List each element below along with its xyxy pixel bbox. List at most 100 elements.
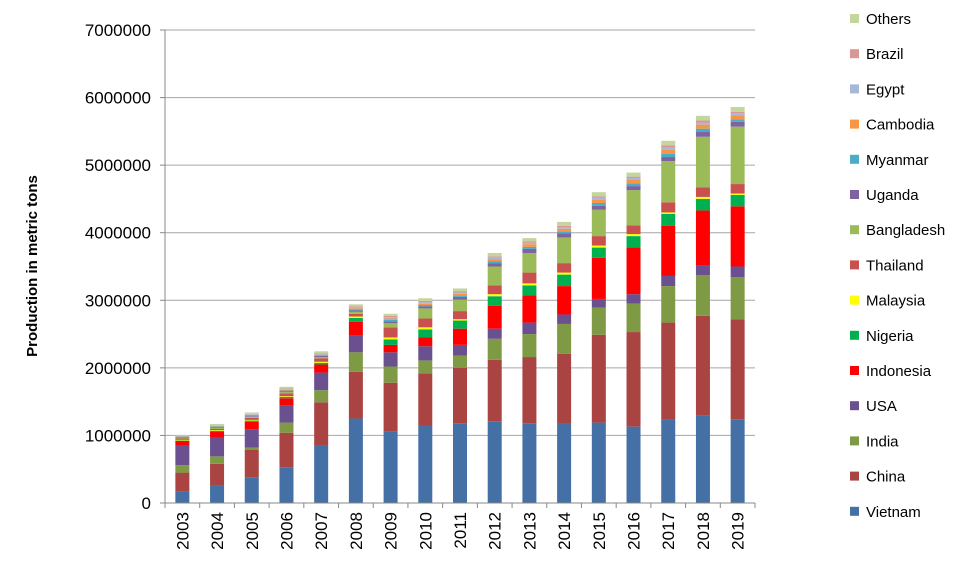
bar-segment-uganda-2003 xyxy=(175,436,190,438)
bar-segment-thailand-2004 xyxy=(210,428,225,431)
bar-segment-thailand-2011 xyxy=(453,311,467,320)
legend-label: Malaysia xyxy=(866,293,926,310)
bar-segment-others-2017 xyxy=(661,140,676,146)
bar-segment-usa-2005 xyxy=(244,429,259,448)
bar-segment-uganda-2012 xyxy=(487,263,502,267)
legend-swatch xyxy=(850,330,859,340)
bar-segment-cambodia-2017 xyxy=(661,149,676,154)
bar-segment-vietnam-2008 xyxy=(348,418,363,503)
bar-segment-nigeria-2009 xyxy=(383,339,398,345)
x-tick-labels: 2003 2004 2005 2006 2007 2008 2009 2010 2011 2012… xyxy=(173,512,747,550)
axes xyxy=(160,29,756,508)
bar-segment-nigeria-2006 xyxy=(279,396,294,399)
x-tick-label: 2018 xyxy=(694,512,713,550)
bar-segment-india-2016 xyxy=(626,303,641,333)
bar-segment-india-2017 xyxy=(661,286,676,323)
bar-segment-usa-2019 xyxy=(730,266,745,278)
y-tick-label: 0 xyxy=(142,494,151,513)
bar-segment-usa-2010 xyxy=(418,346,433,361)
bar-segment-nigeria-2011 xyxy=(453,320,467,329)
bar-segment-nigeria-2014 xyxy=(557,274,572,287)
bar-segment-egypt-2008 xyxy=(348,307,363,309)
bar-segment-thailand-2018 xyxy=(695,187,710,197)
bar-segment-malaysia-2017 xyxy=(661,212,676,214)
legend-item-myanmar: Myanmar xyxy=(850,152,929,169)
x-tick-label: 2009 xyxy=(382,512,401,550)
x-tick-label: 2008 xyxy=(347,512,366,550)
bar-segment-others-2009 xyxy=(383,313,398,316)
bar-segment-uganda-2016 xyxy=(626,186,641,191)
legend-swatch xyxy=(850,154,859,164)
bar-segment-nigeria-2013 xyxy=(522,285,537,296)
bar-segment-thailand-2015 xyxy=(591,236,606,246)
y-tick-label: 5000000 xyxy=(85,156,151,175)
legend-label: Others xyxy=(866,11,911,28)
legend-item-uganda: Uganda xyxy=(850,187,919,204)
bar-segment-vietnam-2013 xyxy=(522,423,537,503)
bar-segment-vietnam-2015 xyxy=(591,422,606,503)
bar-segment-china-2010 xyxy=(418,373,433,426)
bar-segment-vietnam-2019 xyxy=(730,419,745,503)
bar-segment-others-2010 xyxy=(418,298,433,301)
bar-segment-china-2017 xyxy=(661,322,676,420)
bar-segment-malaysia-2009 xyxy=(383,337,398,340)
legend-item-malaysia: Malaysia xyxy=(850,293,926,310)
bar-segment-vietnam-2016 xyxy=(626,426,641,503)
bar-segment-malaysia-2010 xyxy=(418,327,433,330)
legend-swatch xyxy=(850,471,859,481)
legend-item-others: Others xyxy=(850,11,911,28)
bar-segment-indonesia-2005 xyxy=(244,421,259,430)
bar-segment-usa-2015 xyxy=(591,298,606,308)
bar-segment-others-2007 xyxy=(314,351,329,354)
bar-segment-myanmar-2010 xyxy=(418,305,433,307)
bar-segment-china-2015 xyxy=(591,334,606,423)
bar-segment-bangladesh-2017 xyxy=(661,161,676,203)
bar-segment-vietnam-2007 xyxy=(314,445,329,503)
bar-segment-malaysia-2015 xyxy=(591,245,606,248)
bar-segment-myanmar-2005 xyxy=(244,415,259,417)
bar-segment-bangladesh-2004 xyxy=(210,427,225,429)
bar-segment-usa-2016 xyxy=(626,294,641,304)
bar-segment-vietnam-2010 xyxy=(418,425,433,503)
bar-segment-usa-2003 xyxy=(175,445,190,466)
bar-segment-vietnam-2003 xyxy=(175,491,190,503)
bar-segment-others-2014 xyxy=(557,221,572,226)
y-tick-label: 7000000 xyxy=(85,21,151,40)
bar-segment-china-2005 xyxy=(244,449,259,478)
bar-segment-india-2010 xyxy=(418,360,433,374)
bar-segment-bangladesh-2008 xyxy=(348,311,363,314)
bar-segment-brazil-2010 xyxy=(418,300,433,303)
bar-segment-bangladesh-2019 xyxy=(730,126,745,185)
bar-segment-india-2008 xyxy=(348,352,363,372)
bar-segment-others-2003 xyxy=(175,435,190,436)
legend-swatch xyxy=(850,366,859,375)
y-tick-label: 2000000 xyxy=(85,359,151,378)
bar-segment-thailand-2010 xyxy=(418,318,433,328)
legend-item-cambodia: Cambodia xyxy=(850,117,935,134)
bar-segment-myanmar-2017 xyxy=(661,153,676,158)
x-tick-label: 2006 xyxy=(277,512,296,550)
bar-segment-india-2013 xyxy=(522,334,537,358)
legend-swatch xyxy=(850,401,859,411)
bar-segment-india-2006 xyxy=(279,422,294,433)
bar-segment-others-2019 xyxy=(730,107,745,112)
bar-segment-india-2004 xyxy=(210,456,225,464)
bar-segment-bangladesh-2013 xyxy=(522,252,537,273)
bar-segment-india-2015 xyxy=(591,307,606,335)
bar-segment-bangladesh-2005 xyxy=(244,416,259,418)
legend-swatch xyxy=(850,190,859,199)
bar-segment-usa-2006 xyxy=(279,405,294,423)
bar-segment-indonesia-2011 xyxy=(453,328,467,345)
legend-item-china: China xyxy=(850,469,906,486)
bar-segment-brazil-2009 xyxy=(383,315,398,318)
bar-segment-malaysia-2013 xyxy=(522,283,537,286)
y-axis-label: Production in metric tons xyxy=(24,175,41,357)
legend-item-bangladesh: Bangladesh xyxy=(850,222,945,239)
bar-segment-malaysia-2005 xyxy=(244,419,259,421)
bar-segment-egypt-2005 xyxy=(244,414,259,415)
bar-segment-indonesia-2018 xyxy=(695,210,710,266)
y-tick-label: 1000000 xyxy=(85,426,151,445)
x-tick-label: 2011 xyxy=(451,512,470,549)
x-tick-label: 2016 xyxy=(625,512,644,550)
bar-segment-thailand-2007 xyxy=(314,358,329,362)
